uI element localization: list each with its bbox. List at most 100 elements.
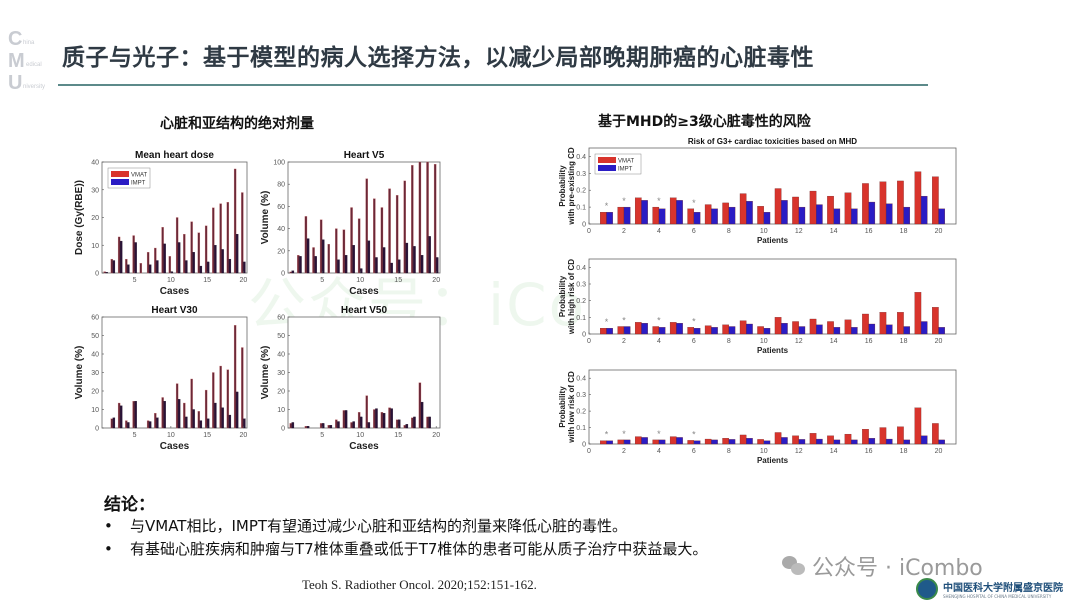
bar-vmat [190,221,193,274]
slide-title: 质子与光子：基于模型的病人选择方法，以减少局部晚期肺癌的心脏毒性 [62,45,814,71]
bar-impt [375,257,378,274]
bar-vmat [357,412,361,429]
bar-impt [623,326,631,335]
x-tick-label: 8 [727,338,731,345]
conclusion-list: 与VMAT相比，IMPT有望通过减少心脏和亚结构的剂量来降低心脏的毒性。 有基础… [100,515,707,561]
plot-area [588,258,957,335]
logo-word: edical [26,62,42,68]
bar-impt [903,439,911,445]
bar-impt [360,268,363,274]
x-tick-label: 15 [394,432,402,439]
bar-vmat [704,325,712,335]
hospital-seal-icon [916,578,938,600]
x-tick-label: 20 [935,228,943,235]
bar-vmat [233,168,237,274]
bar-impt [428,416,431,429]
significance-marker: * [605,317,609,327]
y-axis-label: Volume (%) [74,346,85,400]
bar-impt [938,439,945,445]
bar-vmat [175,383,179,429]
bar-vmat [154,413,157,429]
x-tick-label: 10 [167,432,175,439]
bar-vmat [739,320,747,335]
x-axis-label: Cases [160,441,190,452]
x-tick-label: 12 [795,338,803,345]
x-tick-label: 15 [394,277,402,284]
bar-impt [885,324,893,335]
bar-impt [405,424,409,429]
bar-vmat [395,419,399,429]
bar-impt [398,419,401,429]
bar-vmat [403,425,406,429]
x-tick-label: 2 [622,338,626,345]
bar-vmat [792,196,799,225]
bar-vmat [757,439,764,445]
conclusion-item: 有基础心脏疾病和肿瘤与T7椎体重叠或低于T7椎体的患者可能从质子治疗中获益最大。 [100,538,707,561]
bar-vmat [297,255,300,274]
bar-vmat [154,247,157,274]
bar-vmat [327,243,330,274]
x-tick-label: 20 [432,432,440,439]
plot-area [287,161,441,274]
bar-impt [420,255,424,274]
bar-vmat [844,433,852,445]
bar-vmat [914,292,922,335]
bar-vmat [426,161,429,274]
x-tick-label: 10 [760,448,768,455]
logo-letter: U [8,72,23,94]
x-axis-label: Cases [160,286,190,297]
x-tick-label: 20 [239,277,247,284]
bar-vmat [792,321,799,335]
bar-vmat [669,197,677,225]
bar-vmat [365,395,368,429]
bar-vmat [879,427,887,445]
y-tick-label: 20 [91,215,99,222]
y-tick-label: 0.2 [576,188,586,195]
bar-vmat [634,197,642,225]
bar-vmat [687,208,695,225]
bar-impt [641,200,648,225]
bar-vmat [304,216,308,274]
bar-impt [243,261,246,274]
bar-vmat [704,204,712,225]
x-tick-label: 20 [432,277,440,284]
bar-vmat [241,347,244,429]
x-tick-label: 4 [657,448,661,455]
x-tick-label: 5 [133,277,137,284]
bar-vmat [132,235,135,274]
bar-impt [728,206,736,225]
x-axis-label: Cases [349,286,379,297]
bar-vmat [433,164,437,274]
bar-vmat [161,227,164,274]
chart-2 [101,316,248,429]
bar-vmat [418,382,422,429]
bar-impt [163,401,166,429]
bar-impt [221,407,224,429]
bar-vmat [722,438,729,445]
bar-impt [798,326,806,335]
y-tick-label: 80 [277,182,285,189]
y-tick-label: 10 [91,243,99,250]
bar-vmat [335,419,338,429]
bar-vmat [862,313,869,335]
bar-impt [763,440,771,445]
bar-vmat [175,217,179,274]
bar-impt [243,418,246,429]
x-tick-label: 10 [356,432,364,439]
bar-impt [360,416,363,429]
y-tick-label: 0.4 [576,154,586,161]
bar-vmat [304,425,308,429]
bar-impt [428,236,431,274]
y-tick-label: 40 [91,352,99,359]
x-tick-label: 0 [587,228,591,235]
y-tick-label: 40 [91,160,99,167]
title-divider [58,84,928,86]
bar-vmat [388,407,391,429]
y-axis-label: Volume (%) [260,346,271,400]
bar-impt [221,249,224,274]
plot-area [588,147,957,225]
bar-vmat [117,402,121,429]
bar-impt [127,264,130,274]
bar-impt [938,327,945,335]
significance-marker: * [692,198,696,208]
